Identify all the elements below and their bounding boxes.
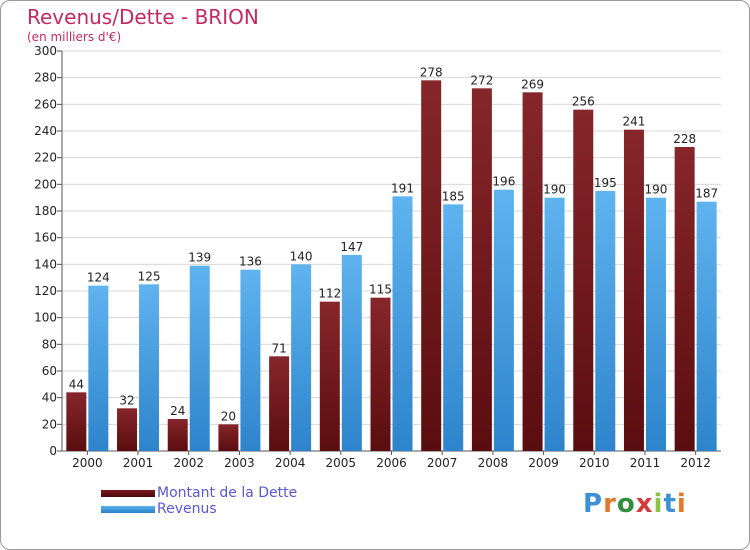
y-tick-label: 140: [34, 257, 57, 271]
y-tick-label: 240: [34, 124, 57, 138]
y-tick-label: 80: [42, 337, 57, 351]
data-label-revenus-2000: 124: [87, 271, 110, 285]
x-tick-label-2008: 2008: [478, 456, 509, 470]
y-tick-label: 300: [34, 44, 57, 58]
legend-label-dette: Montant de la Dette: [157, 485, 298, 501]
x-tick-label-2012: 2012: [680, 456, 711, 470]
brand-logo: Proxiti: [583, 489, 687, 519]
legend-swatch-dette: [101, 490, 155, 497]
chart-subtitle: (en milliers d'€): [27, 30, 122, 44]
y-tick-label: 0: [49, 444, 57, 458]
bar-dette-2003: [218, 424, 239, 451]
data-label-dette-2011: 241: [623, 115, 646, 129]
y-tick-label: 60: [42, 364, 57, 378]
bar-revenus-2000: [88, 285, 109, 451]
y-tick-label: 220: [34, 151, 57, 165]
y-tick-label: 20: [42, 417, 57, 431]
bar-dette-2004: [269, 356, 290, 451]
data-label-dette-2005: 112: [318, 287, 341, 301]
y-tick-label: 280: [34, 71, 57, 85]
chart-title: Revenus/Dette - BRION: [27, 5, 259, 29]
bar-revenus-2007: [443, 204, 464, 451]
data-label-revenus-2009: 190: [543, 183, 566, 197]
bar-revenus-2012: [696, 201, 717, 451]
bar-revenus-2006: [392, 196, 413, 451]
data-label-dette-2001: 32: [119, 393, 134, 407]
data-label-revenus-2002: 139: [188, 251, 211, 265]
bar-dette-2008: [471, 88, 492, 451]
y-tick-label: 260: [34, 97, 57, 111]
data-label-dette-2007: 278: [420, 65, 443, 79]
plot-area: [62, 51, 721, 451]
x-tick-label-2005: 2005: [326, 456, 357, 470]
bar-revenus-2002: [189, 265, 210, 451]
data-label-dette-2000: 44: [69, 377, 84, 391]
x-tick-label-2003: 2003: [224, 456, 255, 470]
data-label-dette-2004: 71: [271, 341, 286, 355]
bar-dette-2006: [370, 297, 391, 451]
data-label-dette-2010: 256: [572, 95, 595, 109]
data-label-dette-2009: 269: [521, 77, 544, 91]
bar-dette-2001: [117, 408, 138, 451]
data-label-dette-2006: 115: [369, 283, 392, 297]
bar-dette-2010: [573, 109, 594, 452]
data-label-revenus-2001: 125: [138, 269, 161, 283]
y-tick-label: 160: [34, 231, 57, 245]
x-tick-label-2002: 2002: [173, 456, 204, 470]
data-label-dette-2008: 272: [470, 73, 493, 87]
data-label-revenus-2007: 185: [442, 189, 465, 203]
data-label-revenus-2003: 136: [239, 255, 262, 269]
data-label-revenus-2005: 147: [340, 240, 363, 254]
x-tick-label-2006: 2006: [376, 456, 407, 470]
data-label-revenus-2008: 196: [492, 175, 515, 189]
data-label-revenus-2010: 195: [594, 176, 617, 190]
bar-dette-2000: [66, 392, 87, 451]
data-label-dette-2003: 20: [221, 409, 236, 423]
y-tick-label: 120: [34, 284, 57, 298]
data-label-revenus-2006: 191: [391, 181, 414, 195]
x-tick-label-2009: 2009: [528, 456, 559, 470]
data-label-dette-2002: 24: [170, 404, 185, 418]
bar-revenus-2010: [595, 191, 616, 451]
bar-dette-2011: [623, 129, 644, 451]
y-tick-label: 100: [34, 311, 57, 325]
x-tick-label-2000: 2000: [72, 456, 103, 470]
legend-label-revenus: Revenus: [157, 501, 217, 517]
x-tick-label-2004: 2004: [275, 456, 306, 470]
x-tick-label-2007: 2007: [427, 456, 458, 470]
y-tick-label: 200: [34, 177, 57, 191]
data-label-revenus-2012: 187: [695, 187, 718, 201]
y-tick-label: 40: [42, 391, 57, 405]
data-label-dette-2012: 228: [673, 132, 696, 146]
bar-dette-2012: [674, 147, 695, 451]
data-label-revenus-2004: 140: [290, 249, 313, 263]
x-tick-label-2011: 2011: [630, 456, 661, 470]
bar-revenus-2004: [291, 264, 312, 451]
y-tick-label: 180: [34, 204, 57, 218]
legend-swatch-revenus: [101, 506, 155, 513]
x-tick-label-2001: 2001: [123, 456, 154, 470]
bar-dette-2009: [522, 92, 543, 451]
x-tick-label-2010: 2010: [579, 456, 610, 470]
bar-revenus-2005: [341, 255, 362, 451]
bar-revenus-2009: [544, 197, 565, 451]
bar-dette-2002: [167, 419, 188, 451]
data-label-revenus-2011: 190: [645, 183, 668, 197]
bar-dette-2007: [421, 80, 442, 451]
bar-dette-2005: [319, 301, 340, 451]
bar-revenus-2001: [139, 284, 160, 451]
bar-revenus-2003: [240, 269, 261, 451]
bar-revenus-2008: [493, 189, 514, 451]
bar-revenus-2011: [645, 197, 666, 451]
